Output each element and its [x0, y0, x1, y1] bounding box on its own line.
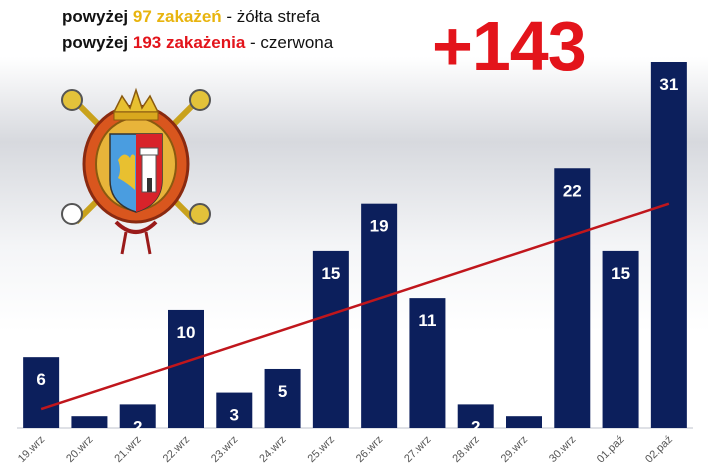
x-tick-label-30.wrz: 30.wrz — [547, 434, 578, 465]
x-tick-label-25.wrz: 25.wrz — [306, 434, 337, 465]
x-tick-label-20.wrz: 20.wrz — [64, 434, 95, 465]
total-increase-label: +143 — [432, 7, 587, 85]
data-label-24.wrz: 5 — [278, 382, 287, 401]
x-tick-label-26.wrz: 26.wrz — [354, 434, 385, 465]
data-label-28.wrz: 2 — [471, 417, 480, 436]
data-label-22.wrz: 10 — [177, 323, 196, 342]
x-tick-label-19.wrz: 19.wrz — [16, 434, 47, 465]
bar-21.wrz — [119, 404, 156, 428]
data-label-27.wrz: 11 — [418, 311, 436, 330]
legend: powyżej 97 zakażeń - żółta strefa powyże… — [62, 4, 333, 56]
bar-30.wrz — [554, 168, 591, 429]
data-label-29.wrz: 1 — [519, 429, 528, 448]
yellow-threshold-value: 97 zakażeń — [132, 7, 222, 26]
bar-24.wrz — [264, 368, 301, 428]
bar-23.wrz — [216, 392, 253, 428]
bar-26.wrz — [361, 203, 398, 428]
legend-row2-prefix: powyżej — [62, 33, 133, 52]
data-label-25.wrz: 15 — [321, 264, 340, 283]
legend-row1-suffix: - żółta strefa — [221, 7, 320, 26]
red-threshold-value: 193 zakażenia — [132, 33, 246, 52]
bar-27.wrz — [409, 298, 446, 428]
bar-01.paź — [602, 250, 639, 428]
data-label-19.wrz: 6 — [36, 370, 45, 389]
data-label-01.paź: 15 — [611, 264, 630, 283]
coat-of-arms-icon — [61, 87, 211, 255]
data-label-21.wrz: 2 — [133, 417, 142, 436]
x-tick-label-28.wrz: 28.wrz — [450, 434, 481, 465]
data-label-26.wrz: 19 — [370, 217, 389, 236]
x-tick-label-02.paź: 02.paź — [643, 434, 675, 466]
legend-red-threshold: powyżej 193 zakażenia - czerwona — [62, 30, 333, 56]
data-label-23.wrz: 3 — [230, 406, 239, 425]
data-label-02.paź: 31 — [659, 75, 678, 94]
bar-25.wrz — [312, 250, 349, 428]
bar-20.wrz — [71, 416, 108, 428]
x-tick-label-23.wrz: 23.wrz — [209, 434, 240, 465]
bar-02.paź — [650, 62, 687, 428]
x-tick-label-01.paź: 01.paź — [595, 434, 627, 466]
legend-yellow-threshold: powyżej 97 zakażeń - żółta strefa — [62, 4, 333, 30]
x-tick-label-27.wrz: 27.wrz — [402, 434, 433, 465]
data-label-30.wrz: 22 — [563, 181, 582, 200]
trendline — [40, 202, 670, 411]
x-tick-label-21.wrz: 21.wrz — [112, 434, 143, 465]
x-tick-label-22.wrz: 22.wrz — [161, 434, 192, 465]
bar-22.wrz — [168, 309, 204, 428]
bar-29.wrz — [506, 416, 542, 428]
x-tick-label-24.wrz: 24.wrz — [257, 434, 288, 465]
bar-19.wrz — [23, 357, 60, 428]
bar-28.wrz — [457, 404, 494, 428]
legend-row1-prefix: powyżej — [62, 7, 133, 26]
x-tick-label-29.wrz: 29.wrz — [499, 434, 530, 465]
legend-row2-suffix: - czerwona — [245, 33, 334, 52]
